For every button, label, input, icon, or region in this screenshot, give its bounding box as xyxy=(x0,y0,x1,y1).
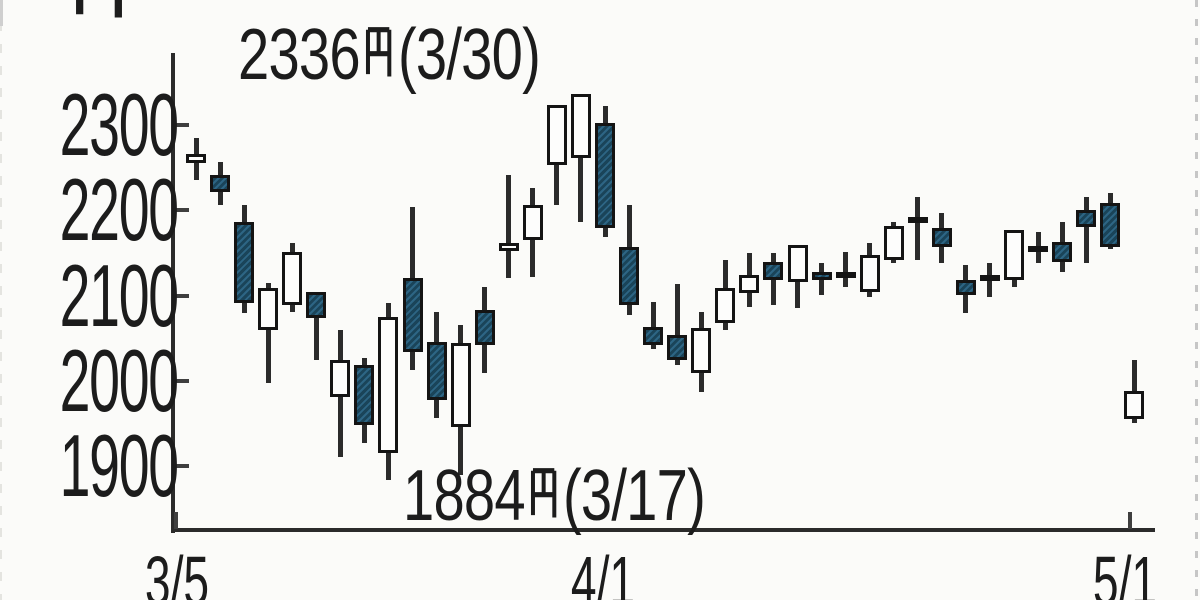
low-price-annotation: 1884 (3/17) xyxy=(403,456,706,536)
candle-body-down xyxy=(210,175,231,193)
candle-wick xyxy=(506,175,512,278)
candle-body-up xyxy=(1004,229,1025,281)
candle-body-up xyxy=(691,327,712,374)
y-tick-label: 2000 xyxy=(59,330,180,430)
x-tick-label: 5/1 xyxy=(1092,542,1158,600)
candle-wick xyxy=(578,94,584,223)
candle-body-down xyxy=(234,222,255,304)
candle-body-down xyxy=(354,365,375,426)
candle-body-up xyxy=(883,226,904,260)
candle-body-down xyxy=(474,309,495,345)
candle-body-down xyxy=(1052,241,1073,263)
candle-wick xyxy=(313,292,319,361)
yen-unit-glyph xyxy=(531,468,557,518)
y-axis-unit-label xyxy=(70,0,128,22)
candle-body-up xyxy=(1028,246,1049,253)
candle-body-down xyxy=(931,228,952,247)
candle-body-up xyxy=(835,271,856,278)
candle-body-up xyxy=(546,104,567,166)
top-left-edge-dash xyxy=(0,0,3,26)
x-tick xyxy=(1128,512,1132,529)
y-axis-line xyxy=(171,53,175,533)
candle-wick xyxy=(1083,197,1089,264)
right-edge-dashes xyxy=(1195,0,1198,600)
candle-body-up xyxy=(570,94,591,159)
candle-wick xyxy=(843,252,849,287)
candle-body-down xyxy=(619,246,640,305)
candle-body-up xyxy=(859,255,880,293)
candle-body-down xyxy=(811,272,832,281)
x-axis-line xyxy=(171,528,1155,532)
y-tick-label: 2300 xyxy=(59,75,180,174)
candle-body-up xyxy=(1124,390,1145,420)
candle-body-up xyxy=(450,343,471,427)
candle-body-up xyxy=(739,275,760,293)
y-tick xyxy=(175,208,189,213)
candle-body-down xyxy=(1076,210,1097,228)
candle-body-down xyxy=(595,123,616,229)
candle-wick xyxy=(674,283,680,365)
y-tick-label: 2100 xyxy=(59,245,180,345)
candle-body-down xyxy=(667,334,688,361)
candle-body-up xyxy=(979,275,1000,282)
candle-body-down xyxy=(955,280,976,295)
y-tick-label: 1900 xyxy=(59,416,180,515)
y-tick-label: 2200 xyxy=(59,160,180,260)
candle-body-up xyxy=(907,217,928,224)
candle-wick xyxy=(915,196,921,260)
candle-body-down xyxy=(402,277,423,352)
candle-body-up xyxy=(715,287,736,323)
left-edge-dashes xyxy=(0,0,2,600)
y-tick xyxy=(175,123,189,127)
candle-body-up xyxy=(330,360,351,397)
candle-body-up xyxy=(378,316,399,454)
candle-body-up xyxy=(522,205,543,241)
candle-wick xyxy=(265,282,271,384)
candle-body-down xyxy=(643,327,664,345)
x-tick xyxy=(174,512,178,529)
y-tick xyxy=(175,293,189,298)
candle-body-up xyxy=(787,245,808,282)
x-tick-label: 3/5 xyxy=(144,542,210,600)
y-tick xyxy=(175,464,189,468)
candle-body-down xyxy=(426,341,447,400)
candle-body-down xyxy=(1100,203,1121,247)
candle-body-up xyxy=(186,153,206,163)
candle-body-up xyxy=(498,242,519,252)
candle-body-up xyxy=(258,287,279,330)
yen-unit-glyph xyxy=(366,27,392,77)
candle-body-down xyxy=(763,262,784,281)
x-tick-label: 4/1 xyxy=(570,542,636,600)
candle-wick xyxy=(650,302,656,350)
high-price-annotation: 2336 (3/30) xyxy=(238,15,541,95)
candle-body-down xyxy=(306,292,327,318)
yen-unit-glyph xyxy=(76,0,123,18)
y-tick xyxy=(175,378,189,383)
candle-body-up xyxy=(282,252,303,305)
